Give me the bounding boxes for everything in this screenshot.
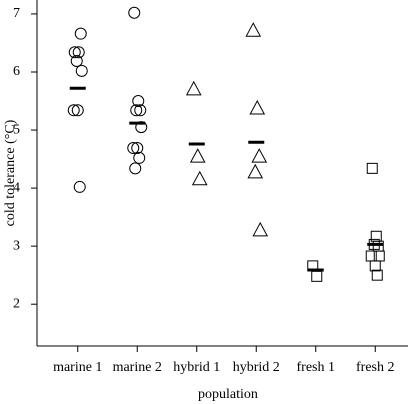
point (129, 162, 142, 175)
point (249, 99, 266, 115)
x-tick-label: marine 2 (113, 360, 162, 375)
point (131, 142, 144, 155)
y-tick-label: 5 (13, 122, 20, 137)
point (132, 95, 145, 108)
y-axis-label: cold tolerance (°C) (3, 119, 18, 226)
y-tick-label: 3 (13, 238, 20, 253)
point (189, 148, 206, 163)
point (128, 6, 141, 19)
x-tick-label: hybrid 1 (173, 360, 220, 375)
y-tick-label: 7 (13, 6, 20, 21)
x-tick-label: fresh 1 (297, 360, 336, 375)
point (74, 27, 87, 40)
point (70, 54, 83, 67)
point (72, 46, 85, 59)
point (191, 170, 208, 186)
point (130, 104, 143, 117)
point (134, 104, 147, 117)
point (366, 162, 378, 174)
x-tick-label: fresh 2 (356, 360, 395, 375)
x-tick-label: marine 1 (53, 360, 102, 375)
point (311, 270, 323, 282)
point (371, 269, 383, 281)
point (251, 148, 268, 163)
y-tick-label: 4 (13, 180, 20, 195)
y-tick-label: 6 (13, 64, 20, 79)
point (369, 260, 381, 272)
point (67, 104, 80, 117)
point (68, 46, 81, 59)
point (133, 151, 146, 164)
point (75, 64, 88, 77)
point (245, 22, 262, 37)
y-tick-label: 2 (13, 296, 20, 311)
point (73, 180, 86, 193)
point (71, 104, 84, 117)
point (185, 80, 202, 96)
point (247, 163, 264, 179)
x-axis-label: population (198, 387, 258, 402)
point (252, 221, 269, 237)
point (127, 142, 140, 155)
x-tick-label: hybrid 2 (233, 360, 280, 375)
